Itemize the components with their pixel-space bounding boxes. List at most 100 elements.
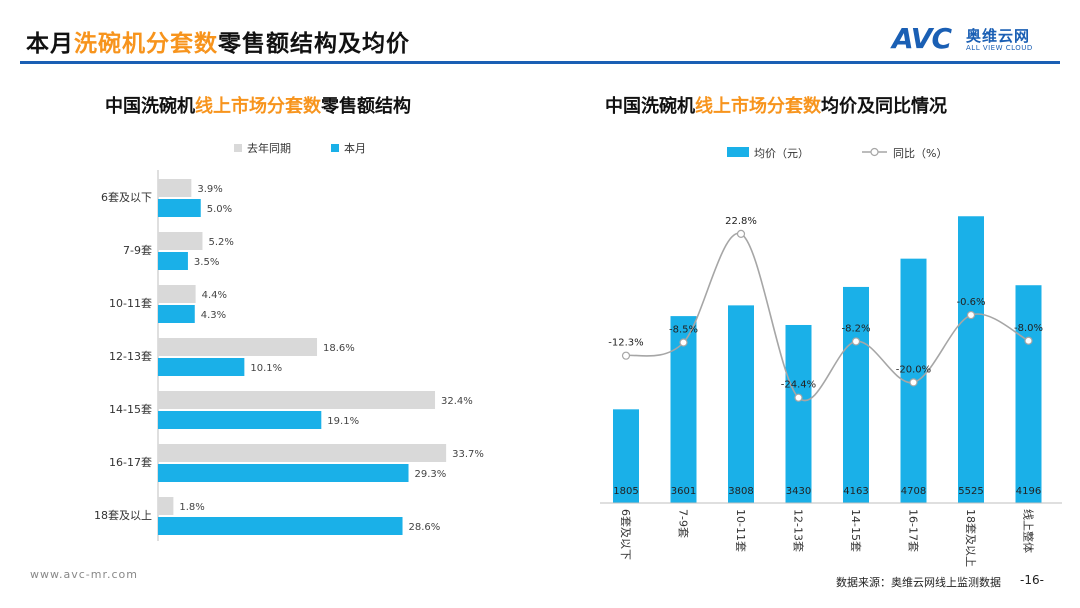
price-value-label: 3601 — [671, 486, 696, 497]
left-bar-chart: 去年同期 本月 6套及以下 3.9% 5.0% 7-9套 5.2% 3.5% 10-11套 4.4… — [94, 141, 484, 541]
price-value-label: 1805 — [613, 486, 638, 497]
yoy-marker — [736, 229, 746, 238]
category-label: 12-13套 — [792, 509, 805, 552]
price-bar — [1015, 285, 1042, 503]
bar-last-year — [158, 232, 203, 250]
page-number: -16- — [1020, 573, 1044, 587]
legend-label-1: 本月 — [344, 141, 366, 155]
category-label: 7-9套 — [677, 509, 690, 538]
yoy-marker — [794, 393, 803, 402]
right-title-post: 均价及同比情况 — [821, 96, 947, 117]
yoy-value-label: -0.6% — [956, 297, 985, 308]
title-highlight: 洗碗机分套数 — [74, 31, 218, 57]
yoy-marker — [966, 310, 976, 320]
header-divider — [20, 61, 1060, 64]
yoy-line — [625, 232, 1029, 402]
category-label: 10-11套 — [109, 297, 152, 310]
left-title-highlight: 线上市场分套数 — [195, 96, 321, 117]
price-value-label: 4196 — [1016, 486, 1041, 497]
bar-value-label: 18.6% — [323, 343, 355, 354]
category-label: 16-17套 — [907, 509, 920, 552]
bar-this-month — [158, 358, 245, 376]
category-label: 7-9套 — [123, 244, 152, 257]
price-bar — [728, 305, 754, 503]
left-title-pre: 中国洗碗机 — [105, 96, 195, 117]
right-combo-chart: 均价（元） 同比（%） 1805 3601 3808 3430 4163 4708 5525 41… — [600, 147, 1062, 567]
yoy-marker — [1024, 336, 1033, 345]
price-value-label: 5525 — [958, 486, 983, 497]
yoy-marker — [909, 378, 918, 387]
right-title-pre: 中国洗碗机 — [605, 96, 695, 117]
yoy-marker — [851, 337, 861, 346]
bar-value-label: 4.3% — [201, 310, 226, 321]
yoy-value-label: -8.0% — [1014, 323, 1043, 334]
yoy-marker — [679, 338, 688, 347]
footer-url[interactable]: www.avc-mr.com — [30, 568, 138, 581]
bar-this-month — [158, 252, 188, 270]
price-bar — [670, 316, 697, 503]
logo-en: ALL VIEW CLOUD — [966, 44, 1033, 52]
price-bar — [785, 324, 812, 503]
category-label: 18套及以上 — [964, 509, 977, 567]
bar-this-month — [158, 517, 403, 535]
category-label: 6套及以下 — [619, 509, 632, 560]
bar-this-month — [158, 411, 322, 429]
title-post: 零售额结构及均价 — [218, 31, 410, 57]
bar-last-year — [158, 497, 174, 515]
bar-value-label: 32.4% — [441, 396, 473, 407]
yoy-value-label: -12.3% — [608, 338, 643, 349]
yoy-value-label: 22.8% — [725, 216, 757, 227]
category-label: 14-15套 — [849, 509, 862, 552]
bar-last-year — [158, 285, 196, 303]
price-value-label: 3430 — [786, 486, 811, 497]
bar-value-label: 5.0% — [207, 204, 232, 215]
page-title: 本月洗碗机分套数零售额结构及均价 — [26, 24, 410, 58]
category-label: 18套及以上 — [94, 509, 152, 522]
right-chart-title: 中国洗碗机线上市场分套数均价及同比情况 — [605, 92, 947, 118]
bar-value-label: 4.4% — [202, 290, 227, 301]
data-source: 数据来源：奥维云网线上监测数据 — [836, 576, 1001, 589]
category-label: 12-13套 — [109, 350, 152, 363]
legend-swatch-0 — [234, 144, 242, 152]
bar-value-label: 29.3% — [415, 469, 447, 480]
bar-value-label: 28.6% — [409, 522, 441, 533]
slide-header: 本月洗碗机分套数零售额结构及均价 AVC 奥维云网 ALL VIEW CLOUD — [0, 0, 1080, 64]
legend-swatch-1 — [331, 144, 339, 152]
price-value-label: 3808 — [728, 486, 753, 497]
legend-label-0: 去年同期 — [247, 141, 291, 155]
bar-value-label: 3.9% — [197, 184, 222, 195]
bar-last-year — [158, 444, 447, 462]
legend-label-yoy: 同比（%） — [893, 147, 947, 160]
bar-last-year — [158, 338, 318, 356]
bar-last-year — [158, 391, 436, 409]
price-value-label: 4163 — [843, 486, 868, 497]
price-bar — [843, 286, 869, 503]
price-value-label: 4708 — [901, 486, 926, 497]
bar-this-month — [158, 199, 201, 217]
price-bar — [958, 216, 984, 503]
bar-value-label: 10.1% — [250, 363, 282, 374]
yoy-value-label: -20.0% — [896, 364, 931, 375]
bar-value-label: 5.2% — [208, 237, 233, 248]
bar-last-year — [158, 179, 192, 197]
left-chart-title: 中国洗碗机线上市场分套数零售额结构 — [105, 92, 411, 118]
category-label: 10-11套 — [734, 509, 747, 552]
legend-label-price: 均价（元） — [754, 147, 809, 160]
bar-value-label: 1.8% — [179, 502, 204, 513]
yoy-value-label: -24.4% — [781, 380, 816, 391]
logo-mark: AVC — [892, 22, 952, 55]
category-label: 6套及以下 — [101, 191, 152, 204]
legend-marker-yoy — [870, 147, 879, 157]
bar-value-label: 3.5% — [194, 257, 219, 268]
yoy-value-label: -8.5% — [669, 324, 698, 335]
price-bar — [613, 409, 639, 503]
avc-logo: AVC 奥维云网 ALL VIEW CLOUD — [892, 22, 1062, 56]
category-label: 线上整体 — [1022, 509, 1036, 553]
left-title-post: 零售额结构 — [321, 96, 411, 117]
logo-cn: 奥维云网 — [966, 27, 1031, 45]
bar-value-label: 33.7% — [452, 449, 484, 460]
right-title-highlight: 线上市场分套数 — [695, 96, 821, 117]
yoy-value-label: -8.2% — [841, 323, 870, 334]
legend-swatch-price — [727, 147, 749, 157]
yoy-marker — [621, 351, 631, 360]
